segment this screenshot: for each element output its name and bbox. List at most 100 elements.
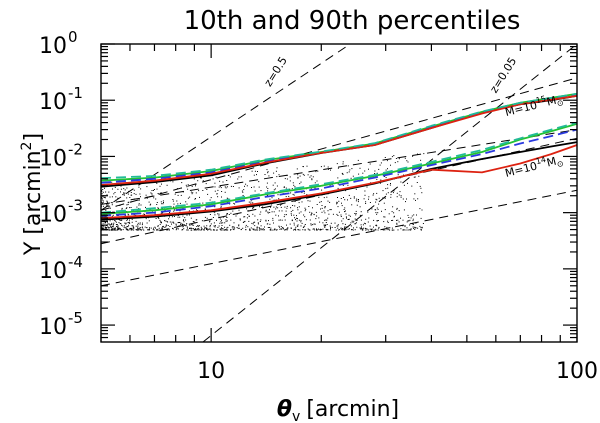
scatter-point [377, 229, 379, 231]
scatter-point [137, 224, 139, 226]
scatter-point [115, 229, 117, 231]
scatter-point [195, 228, 197, 230]
scatter-point [165, 224, 167, 226]
scatter-point [209, 214, 211, 215]
scatter-point [297, 229, 299, 231]
y-tick-label: 10 [39, 259, 67, 284]
scatter-point [196, 219, 198, 221]
scatter-point [230, 219, 232, 221]
scatter-point [233, 229, 235, 231]
scatter-point [176, 228, 178, 230]
scatter-point [352, 221, 354, 223]
scatter-point [337, 227, 339, 229]
scatter-point [286, 205, 288, 207]
scatter-point [113, 227, 115, 229]
scatter-point [167, 225, 169, 226]
scatter-point [143, 213, 145, 215]
x-tick-label: 10 [197, 359, 225, 384]
scatter-point [165, 220, 167, 222]
scatter-point [293, 194, 295, 196]
scatter-point [405, 229, 407, 231]
scatter-point [297, 224, 299, 226]
scatter-point [316, 229, 317, 231]
scatter-point [109, 227, 111, 228]
scatter-point [298, 206, 300, 208]
scatter-point [188, 210, 190, 212]
scatter-point [338, 200, 340, 202]
scatter-point [298, 219, 300, 221]
scatter-point [308, 229, 310, 231]
scatter-point [304, 225, 306, 227]
scatter-point [147, 229, 149, 231]
scatter-point [249, 228, 251, 230]
scatter-point [407, 182, 408, 184]
scatter-point [162, 200, 164, 202]
scatter-point [156, 229, 158, 231]
scatter-point [112, 188, 113, 190]
scatter-point [243, 221, 245, 223]
scatter-point [107, 206, 109, 207]
scatter-point [286, 224, 287, 226]
scatter-point [340, 227, 342, 229]
scatter-point [156, 182, 158, 184]
scatter-point [117, 188, 119, 190]
axis-ticks [100, 43, 578, 342]
scatter-point [267, 172, 269, 174]
scatter-point [251, 187, 252, 188]
scatter-point [128, 201, 130, 203]
scatter-point [189, 228, 190, 229]
scatter-point [130, 192, 132, 193]
scatter-point [170, 206, 172, 208]
scatter-point [172, 199, 174, 200]
scatter-point [224, 229, 226, 231]
scatter-point [301, 222, 303, 224]
annotation-sup: 15 [535, 94, 547, 105]
scatter-point [209, 228, 210, 230]
scatter-point [102, 199, 104, 201]
scatter-point [157, 208, 159, 210]
scatter-point [119, 227, 121, 229]
scatter-point [414, 176, 416, 178]
scatter-point [130, 229, 132, 231]
scatter-point [283, 216, 285, 218]
scatter-point [275, 208, 277, 210]
scatter-point [239, 219, 241, 221]
reference-line-m-10-15-high [101, 77, 577, 211]
scatter-point [281, 228, 283, 230]
scatter-point [417, 198, 419, 200]
scatter-point [205, 183, 207, 185]
scatter-point [200, 177, 201, 179]
scatter-point [126, 229, 128, 230]
scatter-point [382, 229, 384, 231]
scatter-point [221, 191, 223, 192]
scatter-point [133, 227, 135, 229]
scatter-point [206, 228, 208, 230]
scatter-point [131, 229, 133, 231]
scatter-point [385, 169, 387, 171]
annotation-sub: ⊙ [556, 98, 565, 108]
scatter-point [324, 226, 326, 228]
scatter-point [108, 223, 110, 225]
scatter-point [194, 229, 195, 230]
scatter-point [117, 228, 119, 230]
scatter-point [271, 197, 273, 199]
scatter-point [238, 224, 240, 226]
scatter-point [190, 217, 192, 219]
scatter-point [182, 207, 184, 209]
scatter-point [183, 221, 185, 223]
scatter-point [274, 228, 276, 230]
scatter-point [377, 208, 379, 210]
scatter-point [214, 226, 216, 228]
scatter-point [187, 227, 188, 229]
scatter-point [327, 166, 329, 168]
scatter-point [267, 171, 269, 173]
scatter-point [264, 226, 265, 228]
scatter-point [257, 219, 259, 221]
scatter-point [190, 229, 192, 231]
scatter-point [348, 214, 350, 216]
scatter-point [137, 227, 139, 229]
scatter-point [387, 184, 389, 186]
scatter-point [393, 229, 395, 231]
scatter-point [410, 229, 412, 231]
scatter-point [194, 229, 196, 231]
